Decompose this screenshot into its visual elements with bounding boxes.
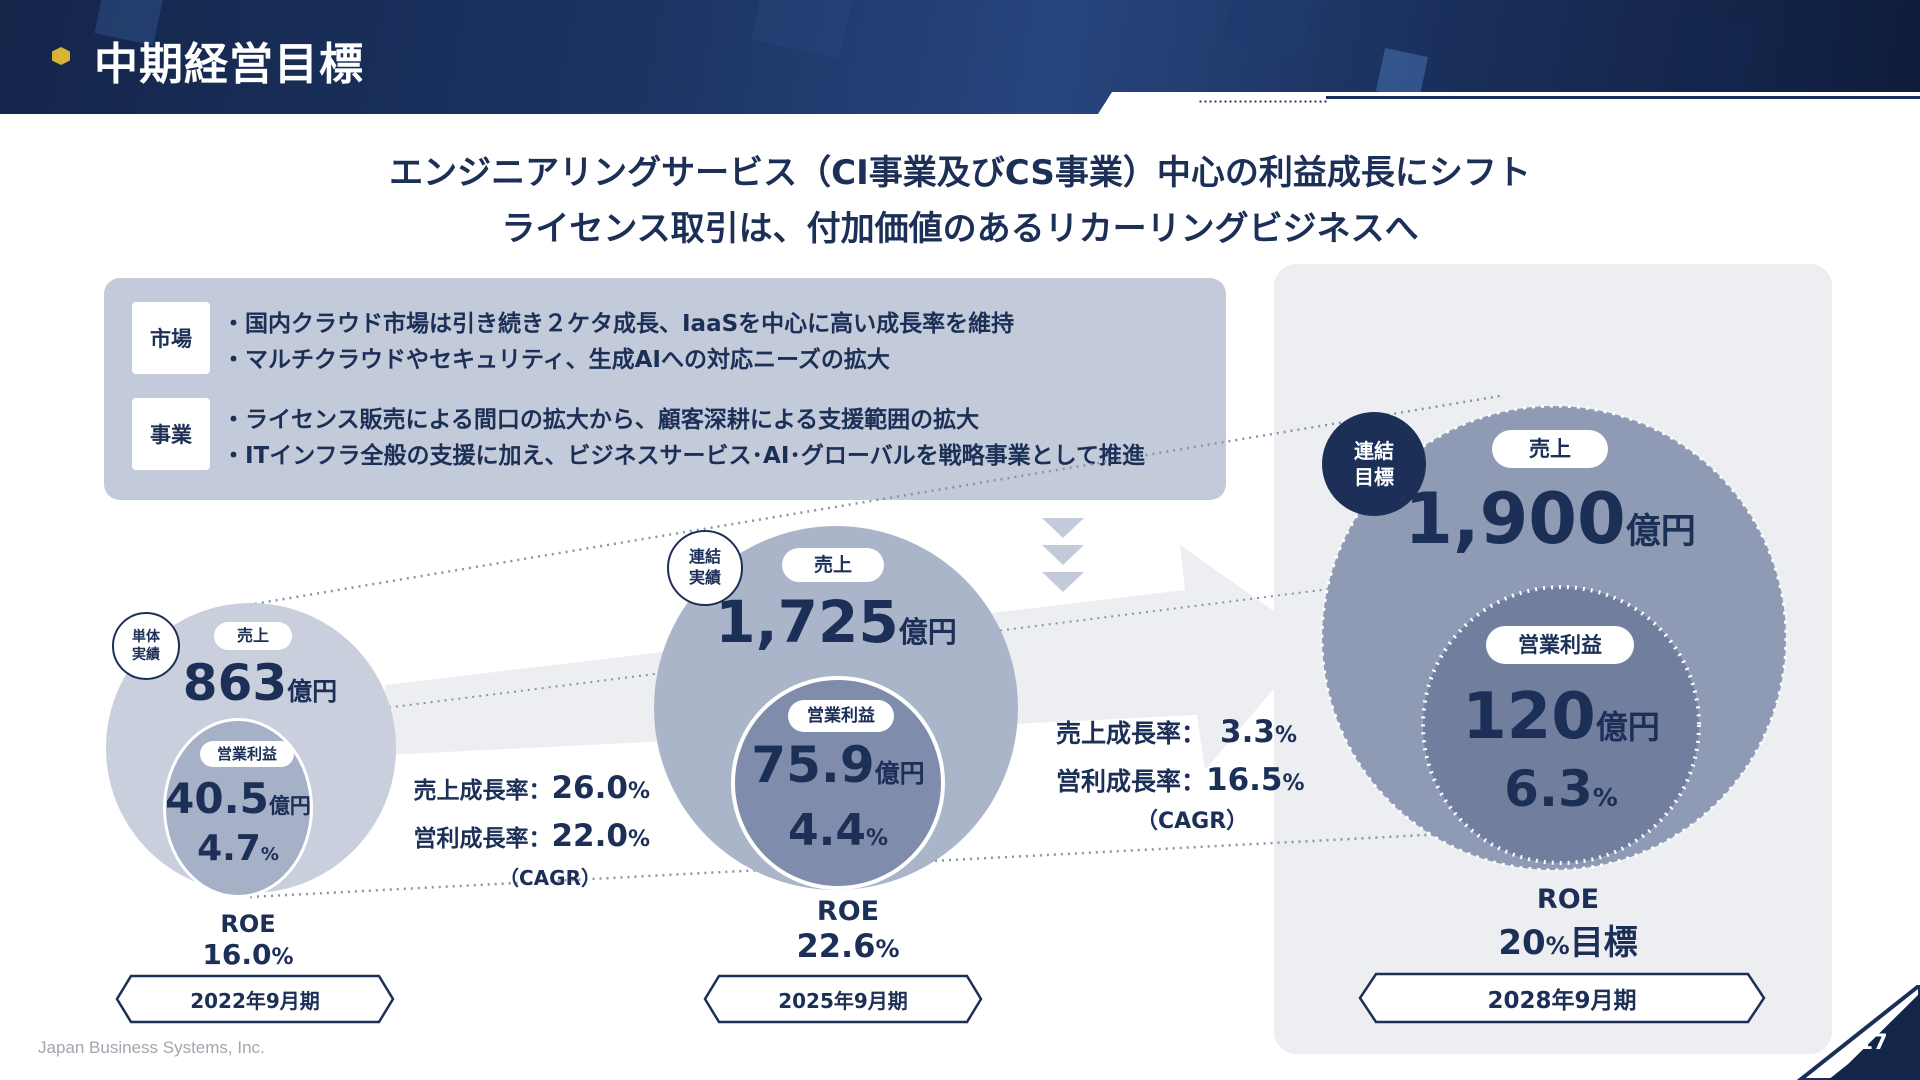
decorative-cube [1222,0,1318,58]
fy2022-badge: 単体 実績 [112,612,180,680]
fy2025-op-number: 75.9 [751,736,875,794]
decorative-cube [751,0,859,59]
growth-cagr-note: （CAGR） [1136,809,1249,834]
fy2022-roe-value: 16.0 [202,938,272,971]
fy2025-op-margin: 4.4% [731,805,945,856]
percent-sign: % [627,827,650,852]
fy2028-op-value: 120億円 [1418,680,1704,754]
percent-sign: % [865,826,888,851]
fy2025-sales-number: 1,725 [715,588,899,656]
title-bullet-icon [52,47,70,65]
growth-op-value: 22.0 [551,818,628,854]
fy2022-period-label: 2022年9月期 [190,988,320,1013]
header-dotted-rule [1198,100,1328,103]
percent-sign: % [260,844,279,865]
page-number: 17 [1858,1030,1888,1054]
header-rule [1326,96,1920,99]
growth-sales-value: 26.0 [551,770,628,806]
fy2028-sales-value: 1,900億円 [1400,478,1700,560]
down-chevron-icon [1042,518,1084,538]
market-tag: 市場 [132,302,210,374]
growth-sales-label: 売上成長率： [413,778,552,804]
fy2028-sales-number: 1,900 [1404,478,1626,560]
fy2028-op-number: 120 [1462,680,1596,754]
fy2025-period-label: 2025年9月期 [778,988,908,1013]
fy2028-op-margin-value: 6.3 [1504,760,1593,818]
growth-sales-value: 3.3 [1220,714,1275,750]
company-name: Japan Business Systems, Inc. [38,1038,265,1057]
business-tag: 事業 [132,398,210,470]
fy2022-op-value: 40.5億円 [163,774,313,823]
headline-line-1: エンジニアリングサービス（CI事業及びCS事業）中心の利益成長にシフト [389,153,1531,193]
growth-sales-label: 売上成長率： [1056,719,1207,748]
growth-cagr-note: （CAGR） [499,866,601,890]
fy2025-op-margin-value: 4.4 [788,805,866,856]
fy2025-roe: ROE 22.6% [748,896,948,965]
percent-sign: % [1545,932,1570,960]
fy2028-badge: 連結 目標 [1322,412,1426,516]
fy2028-period-label: 2028年9月期 [1487,988,1637,1014]
fy2025-op-label: 営業利益 [788,700,894,732]
growth-op-label: 営利成長率： [413,826,552,852]
roe-label: ROE [1536,884,1600,915]
fy2022-sales-label: 売上 [214,622,292,650]
headline: エンジニアリングサービス（CI事業及びCS事業）中心の利益成長にシフト ライセン… [0,145,1920,257]
fy2022-sales-number: 863 [182,654,288,712]
fy2022-sales-unit: 億円 [287,677,338,706]
fy2022-sales-value: 863億円 [160,654,360,712]
fy2022-roe: ROE 16.0% [148,910,348,971]
growth-op-label: 営利成長率： [1056,767,1207,796]
fy2028-op-margin: 6.3% [1418,760,1704,818]
fy2028-sales-unit: 億円 [1625,512,1696,552]
page-title: 中期経営目標 [94,39,364,90]
percent-sign: % [271,945,294,970]
fy2025-op-unit: 億円 [874,759,925,788]
fy2025-sales-label: 売上 [782,548,884,582]
percent-sign: % [1274,723,1297,748]
business-bullet: ・ライセンス販売による間口の拡大から、顧客深耕による支援範囲の拡大 [222,407,980,433]
fy2028-op-label: 営業利益 [1486,626,1634,664]
market-business-box: 市場 ・国内クラウド市場は引き続き２ケタ成長、IaaSを中心に高い成長率を維持 … [104,278,1226,500]
market-bullet: ・マルチクラウドやセキュリティ、生成AIへの対応ニーズの拡大 [222,347,890,373]
fy2028-roe-value: 20 [1498,923,1546,963]
fy2025-period-tag: 2025年9月期 [703,974,983,1024]
percent-sign: % [1282,771,1305,796]
fy2025-badge: 連結 実績 [667,530,743,606]
fy2025-op-value: 75.9億円 [731,736,945,794]
growth-op-value: 16.5 [1206,762,1283,798]
fy2022-op-label: 営業利益 [200,741,294,767]
fy2028-op-unit: 億円 [1595,708,1660,746]
percent-sign: % [627,779,650,804]
fy2022-period-tag: 2022年9月期 [115,974,395,1024]
growth-2022-2025: 売上成長率：26.0% 営利成長率：22.0% （CAGR） [410,766,650,894]
fy2025-sales-unit: 億円 [898,615,957,649]
roe-label: ROE [816,896,880,927]
fy2028-roe: ROE 20%目標 [1448,884,1688,964]
fy2028-period-tag: 2028年9月期 [1358,972,1766,1024]
fy2025-sales-value: 1,725億円 [700,588,972,656]
fy2022-op-margin-value: 4.7 [197,828,261,869]
roe-label: ROE [220,910,276,938]
fy2028-roe-suffix: 目標 [1569,923,1638,963]
growth-2025-2028: 売上成長率： 3.3% 営利成長率：16.5% （CAGR） [1056,710,1328,838]
headline-line-2: ライセンス取引は、付加価値のあるリカーリングビジネスへ [501,209,1419,249]
fy2028-sales-label: 売上 [1492,430,1608,468]
market-bullet: ・国内クラウド市場は引き続き２ケタ成長、IaaSを中心に高い成長率を維持 [222,311,1015,337]
fy2022-op-unit: 億円 [268,794,311,818]
fy2022-op-number: 40.5 [165,774,269,823]
percent-sign: % [1592,783,1618,812]
footer-decoration [1796,985,1920,1080]
fy2025-roe-value: 22.6 [796,927,876,965]
percent-sign: % [875,935,900,963]
decorative-cube [1673,13,1757,97]
business-bullet: ・ITインフラ全般の支援に加え、ビジネスサービス･AI･グローバルを戦略事業とし… [222,443,1145,469]
fy2022-op-margin: 4.7% [163,828,313,869]
